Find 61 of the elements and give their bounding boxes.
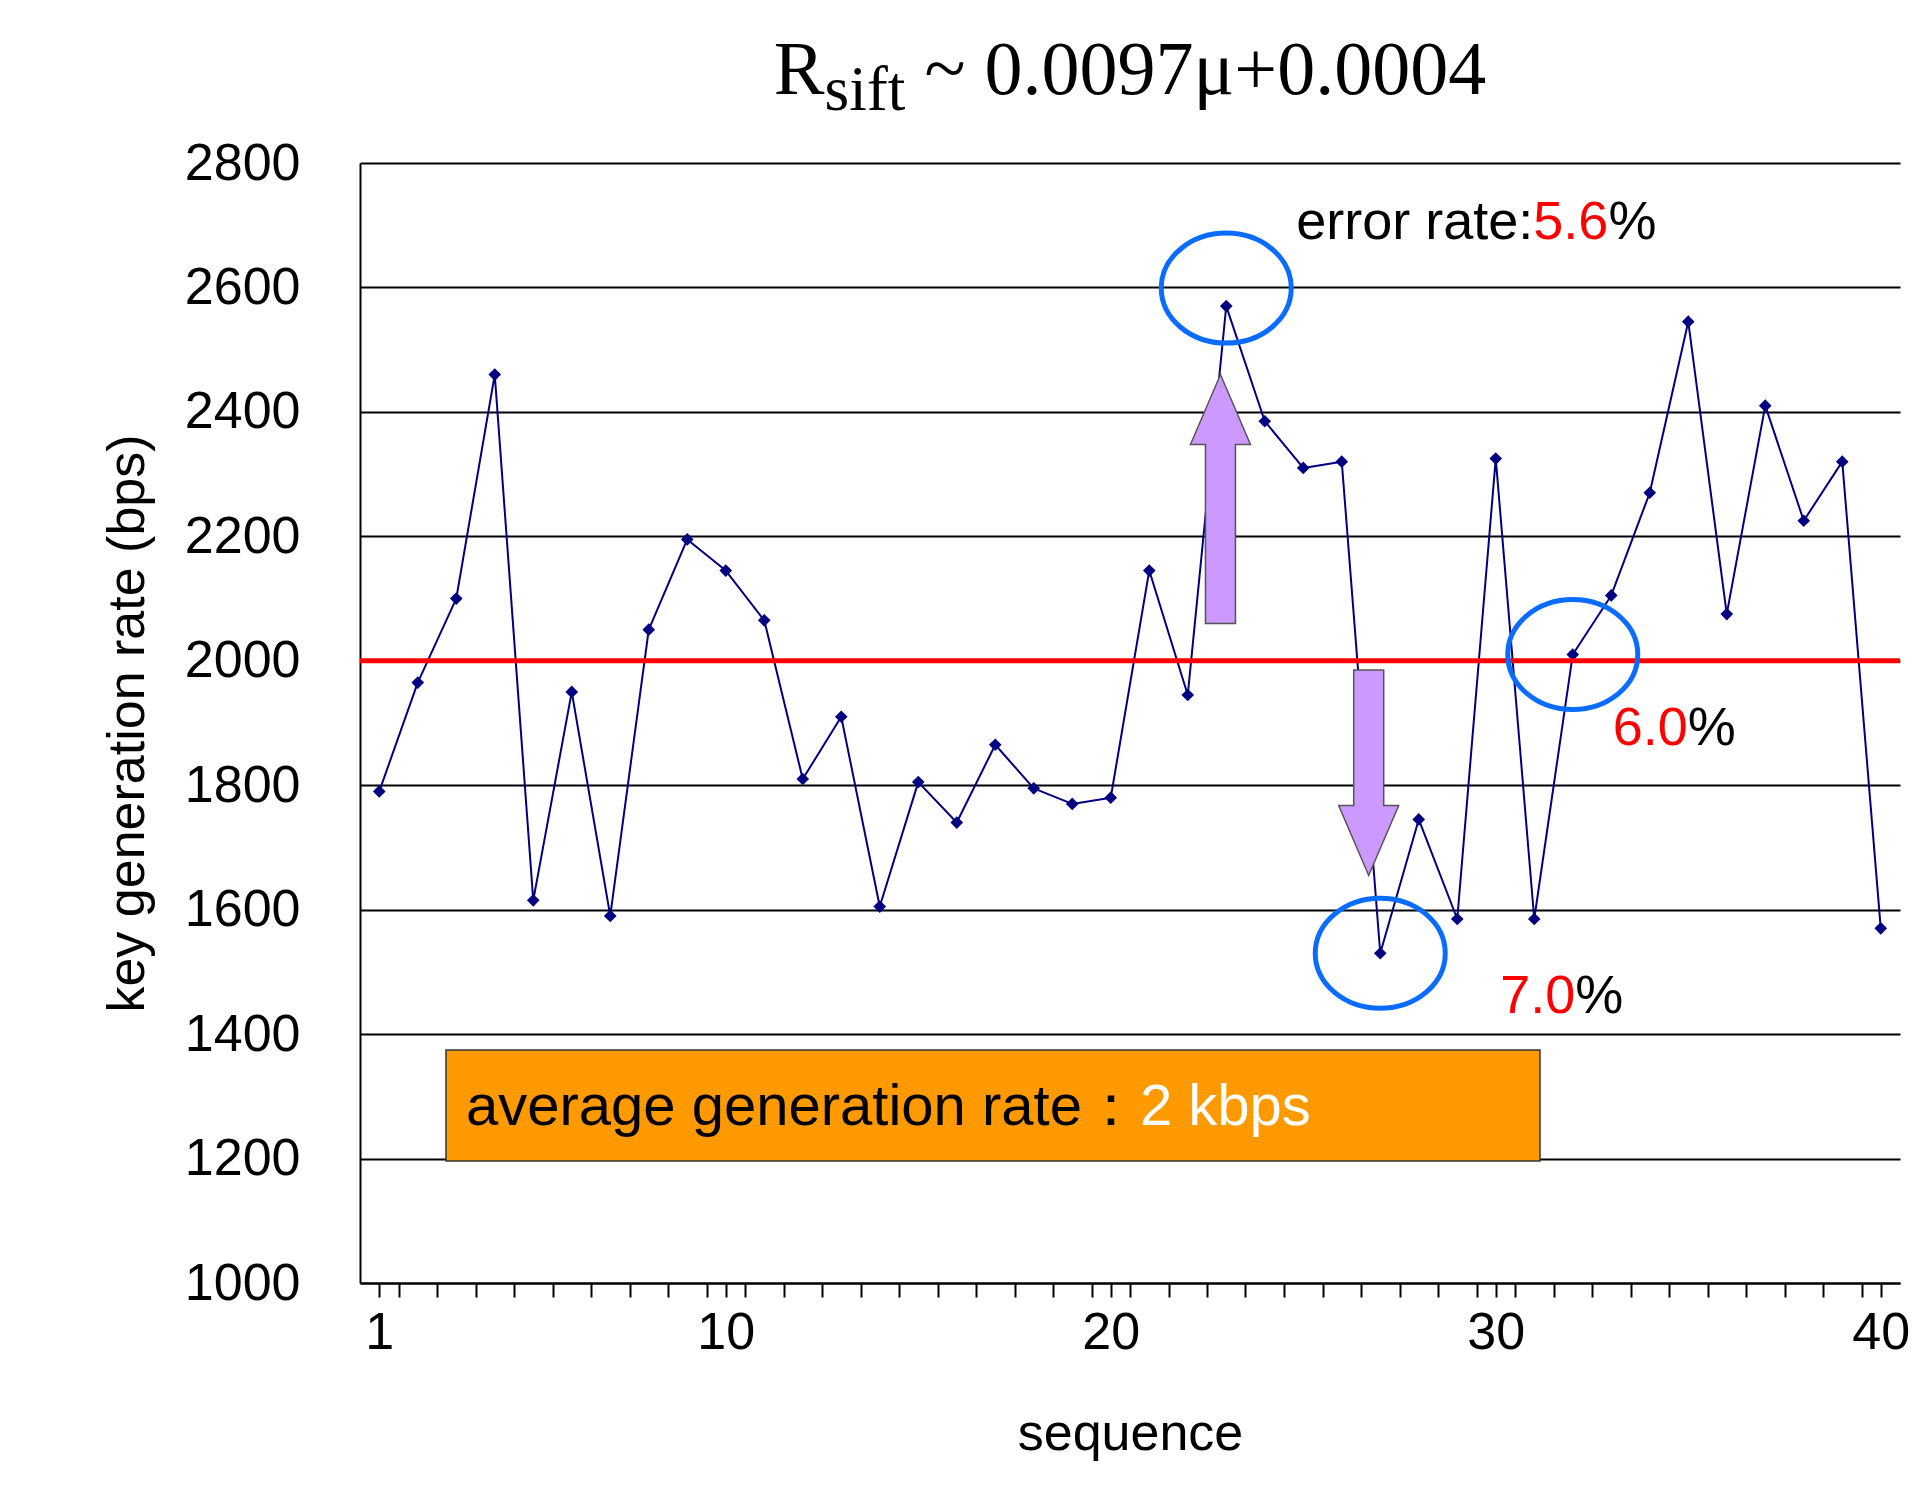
- point: [796, 772, 810, 786]
- point: [603, 909, 617, 923]
- y-tick-label: 1000: [184, 1252, 301, 1311]
- point: [1373, 946, 1387, 960]
- point: [1412, 813, 1426, 826]
- point: [1219, 299, 1233, 313]
- point: [642, 623, 656, 636]
- y-tick-label: 2400: [184, 381, 301, 440]
- point: [1643, 486, 1657, 500]
- point: [526, 894, 540, 907]
- point: [1027, 782, 1041, 795]
- x-tick-label: 40: [1852, 1301, 1911, 1360]
- point: [1681, 315, 1695, 328]
- annotation: 6.0%: [1612, 695, 1736, 756]
- point: [1296, 461, 1310, 475]
- point: [1720, 607, 1734, 621]
- annotation: 7.0%: [1500, 964, 1624, 1025]
- point: [1797, 514, 1811, 528]
- point: [757, 614, 771, 627]
- point: [372, 785, 386, 798]
- point: [1527, 912, 1541, 926]
- point: [1450, 912, 1464, 926]
- point: [488, 368, 502, 381]
- point: [950, 816, 964, 829]
- y-tick-label: 1200: [184, 1128, 301, 1187]
- point: [1874, 922, 1888, 935]
- y-tick-label: 1400: [184, 1003, 301, 1062]
- point: [988, 738, 1002, 752]
- point: [1335, 455, 1349, 468]
- point: [834, 710, 848, 724]
- point: [1104, 791, 1118, 804]
- point: [1065, 797, 1079, 811]
- y-axis-title: key generation rate (bps): [96, 434, 155, 1013]
- x-tick-label: 20: [1082, 1301, 1141, 1360]
- point: [1181, 688, 1195, 702]
- y-tick-label: 1600: [184, 879, 301, 938]
- y-tick-label: 2200: [184, 505, 301, 564]
- annotation: error rate:5.6%: [1296, 190, 1657, 251]
- y-tick-label: 1800: [184, 754, 301, 813]
- y-tick-label: 2800: [184, 132, 301, 191]
- chart-title: R$_{sift}$ ~ 0.0097μ+0.0004: [772, 26, 1488, 125]
- point: [1489, 452, 1503, 465]
- point: [411, 676, 425, 689]
- point: [911, 775, 925, 789]
- x-tick-label: 10: [697, 1301, 756, 1360]
- y-tick-label: 2600: [184, 256, 301, 315]
- x-tick-label: 30: [1467, 1301, 1526, 1360]
- point: [565, 685, 579, 699]
- x-axis-title: sequence: [1017, 1402, 1244, 1461]
- x-tick-label: 1: [365, 1301, 395, 1360]
- point: [873, 900, 887, 913]
- point: [680, 533, 694, 546]
- point: [1604, 589, 1618, 602]
- point: [1835, 455, 1849, 468]
- point: [1258, 414, 1272, 428]
- point: [449, 592, 463, 605]
- annotation: average generation rate：2 kbps: [466, 1072, 1311, 1137]
- point: [719, 564, 733, 577]
- point: [1142, 564, 1156, 577]
- y-tick-label: 2000: [184, 630, 301, 689]
- point: [1758, 399, 1772, 412]
